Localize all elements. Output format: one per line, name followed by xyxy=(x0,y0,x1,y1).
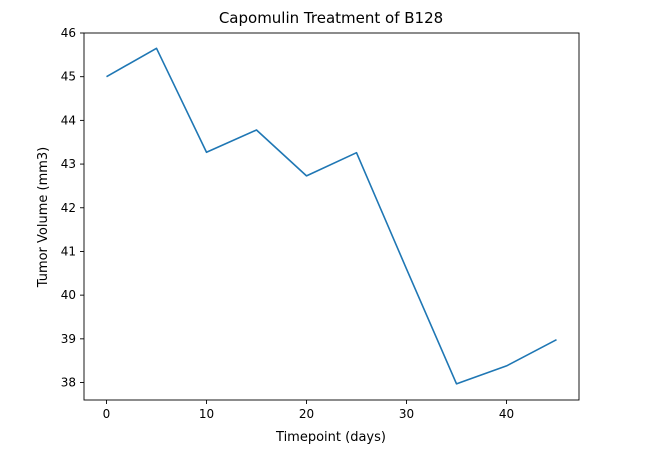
y-tick-label: 44 xyxy=(61,113,76,127)
y-tick-label: 38 xyxy=(61,376,76,390)
y-tick-label: 41 xyxy=(61,244,76,258)
y-tick-label: 42 xyxy=(61,201,76,215)
y-tick-label: 39 xyxy=(61,332,76,346)
x-tick-label: 30 xyxy=(399,407,414,421)
x-tick-label: 40 xyxy=(499,407,514,421)
y-tick-label: 45 xyxy=(61,70,76,84)
y-axis-label: Tumor Volume (mm3) xyxy=(36,147,51,289)
y-tick-label: 43 xyxy=(61,157,76,171)
x-tick-label: 10 xyxy=(199,407,214,421)
chart-title: Capomulin Treatment of B128 xyxy=(219,9,443,27)
x-axis-label: Timepoint (days) xyxy=(275,430,386,445)
series-line-0 xyxy=(106,47,557,385)
axes-frame xyxy=(83,32,580,401)
x-tick-label: 20 xyxy=(299,407,314,421)
plot-area: 0 10 20 30 40 38 39 40 41 42 43 44 45 46 xyxy=(61,26,580,421)
y-tick-label: 40 xyxy=(61,288,76,302)
y-tick-label: 46 xyxy=(61,26,76,40)
x-tick-label: 0 xyxy=(103,407,111,421)
